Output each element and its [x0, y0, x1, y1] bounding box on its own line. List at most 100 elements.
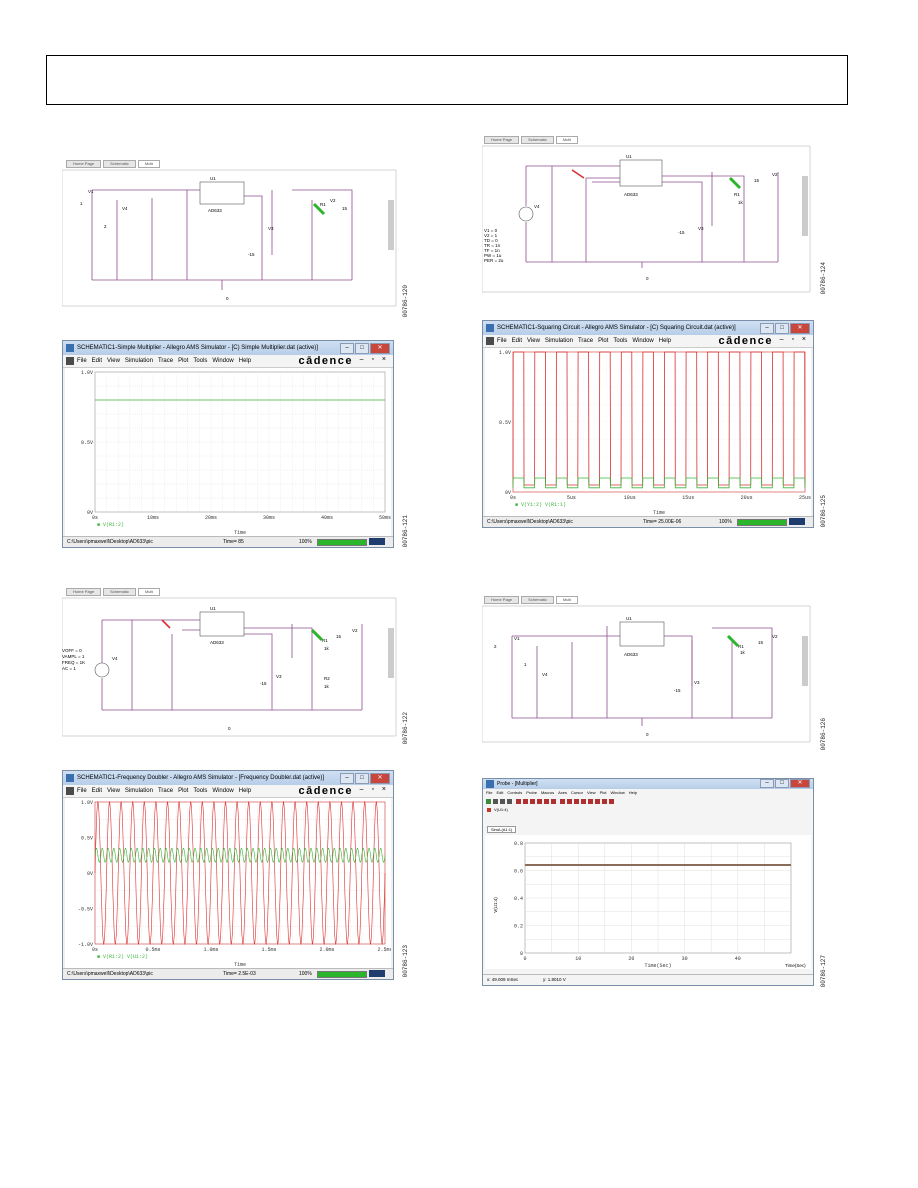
y-axis-label: V(U1:4) — [493, 897, 498, 913]
menu-plot[interactable]: Plot — [598, 338, 609, 344]
probe-toolbar[interactable] — [486, 798, 646, 806]
minimize-button[interactable]: – — [340, 773, 354, 784]
menu-axes[interactable]: Axes — [558, 790, 567, 795]
y-tick-label: 0.6 — [514, 869, 523, 875]
menu-view[interactable]: View — [107, 788, 120, 794]
menu-simulation[interactable]: Simulation — [124, 788, 153, 794]
menu-file[interactable]: File — [77, 358, 87, 364]
maximize-button[interactable]: □ — [775, 323, 789, 334]
maximize-button[interactable]: □ — [355, 773, 369, 784]
x-tick-label: 0s — [92, 515, 98, 521]
menu-window[interactable]: Window — [212, 788, 234, 794]
maximize-button[interactable]: □ — [775, 779, 789, 788]
menu-window[interactable]: Window — [632, 338, 654, 344]
x-tick-label: 40 — [735, 956, 741, 962]
tab-schematic[interactable]: Schematic — [103, 588, 136, 596]
close-button[interactable]: ✕ — [790, 323, 810, 334]
plot-tab[interactable]: SimA (A1:1) — [487, 826, 517, 833]
tab-multi[interactable]: Multi — [555, 136, 579, 144]
sq-param-per: PER = 2u — [484, 258, 504, 263]
menu-plot[interactable]: Plot — [178, 358, 189, 364]
close-button[interactable]: ✕ — [370, 343, 390, 354]
sq-param-v1: V1 = 0 — [484, 228, 498, 233]
tab-home[interactable]: Home Page — [484, 596, 520, 604]
menu-help[interactable]: Help — [238, 788, 252, 794]
menu-window[interactable]: Window — [610, 790, 625, 795]
menu-plot[interactable]: Plot — [178, 788, 189, 794]
status-x: x: 49.009 mSec — [487, 977, 519, 982]
menu-view[interactable]: View — [107, 358, 120, 364]
menubar: File Edit View Simulation Trace Plot Too… — [483, 335, 813, 348]
u1-part-label: AD633 — [208, 208, 222, 213]
menu-macros[interactable]: Macros — [540, 790, 555, 795]
mdi-buttons[interactable]: – ▫ × — [359, 356, 389, 363]
minimize-button[interactable]: – — [340, 343, 354, 354]
tab-home[interactable]: Home Page — [66, 160, 102, 168]
tab-multi[interactable]: Multi — [137, 588, 161, 596]
menu-view[interactable]: View — [587, 790, 596, 795]
tab-multi[interactable]: Multi — [137, 160, 161, 168]
tab-multi[interactable]: Multi — [555, 596, 579, 604]
app-icon — [66, 774, 74, 782]
minimize-button[interactable]: – — [760, 779, 774, 788]
minimize-button[interactable]: – — [760, 323, 774, 334]
sq-param-tf: TF = 1n — [484, 248, 500, 253]
menu-edit[interactable]: Edit — [91, 358, 103, 364]
maximize-button[interactable]: □ — [355, 343, 369, 354]
close-button[interactable]: ✕ — [370, 773, 390, 784]
menu-file[interactable]: File — [486, 790, 493, 795]
tab-home[interactable]: Home Page — [66, 588, 102, 596]
menu-trace[interactable]: Trace — [157, 358, 174, 364]
menu-controls[interactable]: Controls — [507, 790, 523, 795]
x-axis-label: Time — [234, 530, 246, 536]
tab-schematic[interactable]: Schematic — [103, 160, 136, 168]
status-percent: 100% — [299, 971, 312, 977]
menu-help[interactable]: Help — [238, 358, 252, 364]
y-tick-label: 0.4 — [514, 896, 523, 902]
tab-schematic[interactable]: Schematic — [521, 136, 554, 144]
menu-tools[interactable]: Tools — [193, 788, 208, 794]
mdi-buttons[interactable]: – ▫ × — [359, 786, 389, 793]
tab-home[interactable]: Home Page — [484, 136, 520, 144]
menu-edit[interactable]: Edit — [496, 790, 504, 795]
menu-help[interactable]: Help — [628, 790, 637, 795]
doc-icon — [66, 357, 74, 365]
menu-window[interactable]: Window — [212, 358, 234, 364]
trace-legend: V(U1:4) — [487, 807, 508, 812]
series-line-2 — [94, 847, 386, 863]
menu-trace[interactable]: Trace — [577, 338, 594, 344]
menu-tools[interactable]: Tools — [613, 338, 628, 344]
menu-edit[interactable]: Edit — [511, 338, 523, 344]
status-time: Time= 85 — [223, 539, 244, 545]
menu-cursor[interactable]: Cursor — [570, 790, 583, 795]
status-percent: 100% — [299, 539, 312, 545]
fd-param-freq: FREQ = 1K — [62, 660, 85, 665]
menu-probe[interactable]: Probe — [526, 790, 537, 795]
menu-file[interactable]: File — [77, 788, 87, 794]
menu-help[interactable]: Help — [658, 338, 672, 344]
gnd-label: 0 — [646, 276, 649, 281]
status-y: y: 1.8010 V — [543, 977, 566, 982]
progress-bar — [317, 539, 367, 546]
figure-number-125: 00786-125 — [820, 495, 827, 528]
menu-view[interactable]: View — [527, 338, 540, 344]
menu-file[interactable]: File — [497, 338, 507, 344]
menu-trace[interactable]: Trace — [157, 788, 174, 794]
u1-label: U1 — [210, 176, 216, 181]
mdi-buttons[interactable]: – ▫ × — [779, 336, 809, 343]
titlebar: SCHEMATIC1-Frequency Doubler - Allegro A… — [63, 771, 393, 785]
menu-simulation[interactable]: Simulation — [544, 338, 573, 344]
tab-schematic[interactable]: Schematic — [521, 596, 554, 604]
menu-tools[interactable]: Tools — [193, 358, 208, 364]
close-button[interactable]: ✕ — [790, 779, 810, 788]
fd-param-voff: VOFF = 0 — [62, 648, 82, 653]
u1-label: U1 — [626, 616, 632, 621]
cadence-logo: cādence — [298, 785, 353, 797]
trace-legend-label: ■ V(R1:2) V(U1:2) — [97, 954, 148, 960]
figure-number-120: 00786-120 — [402, 285, 409, 318]
menu-simulation[interactable]: Simulation — [124, 358, 153, 364]
menu-edit[interactable]: Edit — [91, 788, 103, 794]
statusbar: C:\Users\pmaxwell\Desktop\AD633\pic Time… — [63, 968, 393, 979]
menu-plot[interactable]: Plot — [599, 790, 607, 795]
r2-label: R2 — [324, 676, 330, 681]
